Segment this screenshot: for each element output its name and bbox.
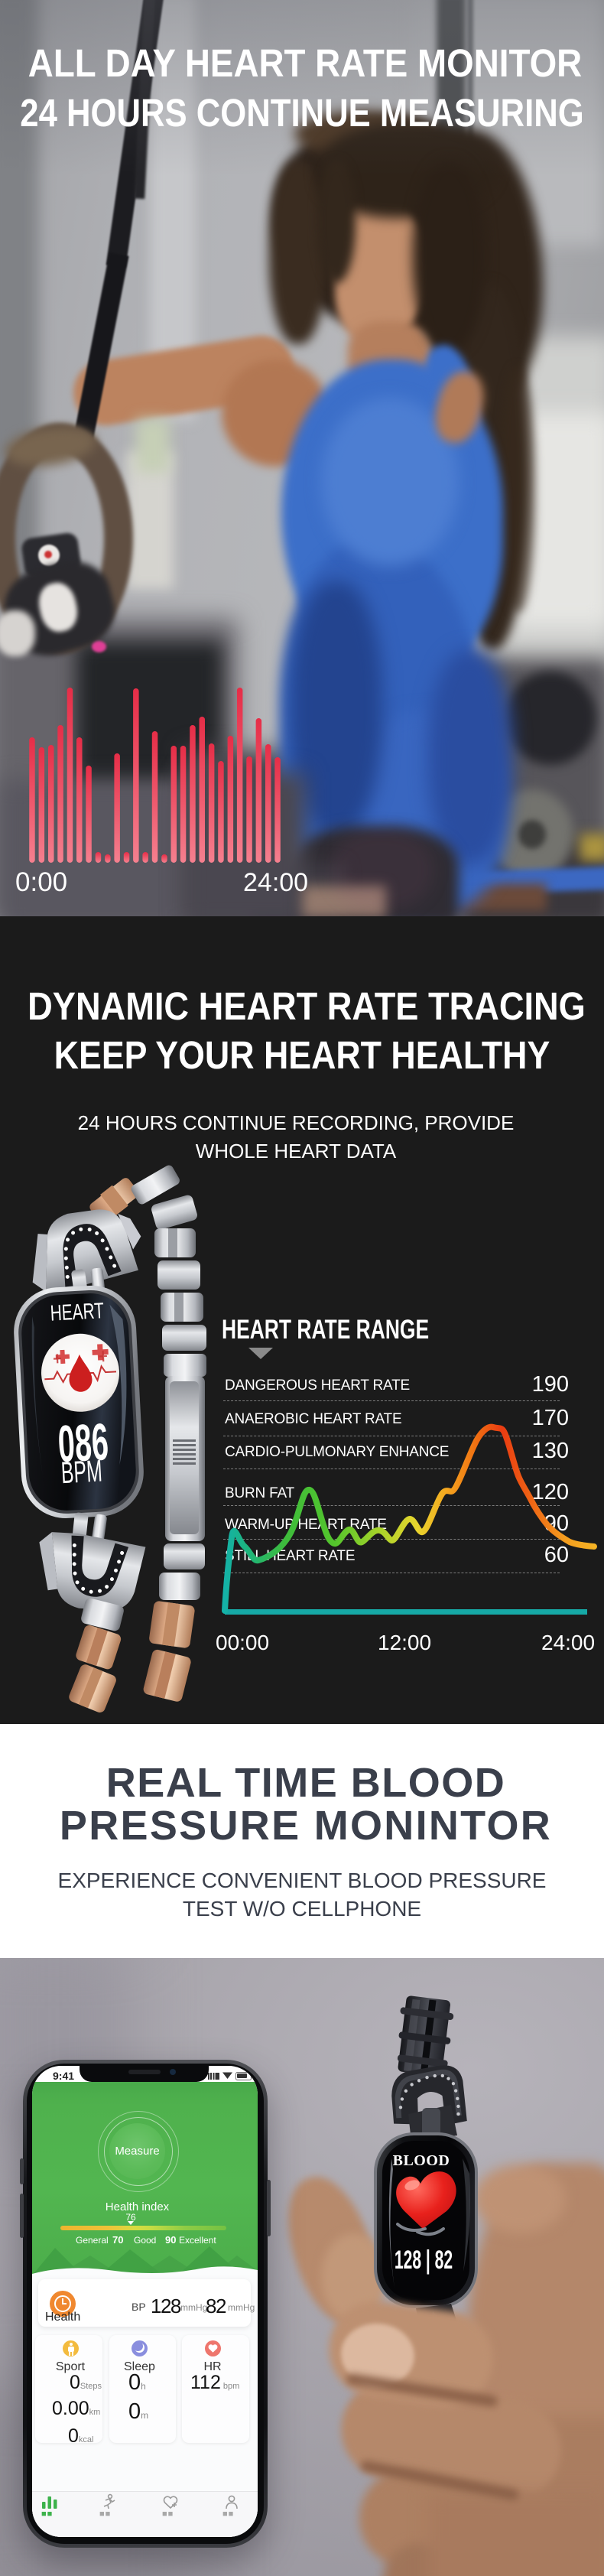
- svg-text:086: 086: [57, 1413, 110, 1473]
- svg-text:BPM: BPM: [60, 1455, 103, 1491]
- svg-text:BLOOD: BLOOD: [393, 2152, 450, 2169]
- svg-text:128 | 82: 128 | 82: [395, 2245, 453, 2274]
- svg-text:HEART: HEART: [50, 1299, 105, 1326]
